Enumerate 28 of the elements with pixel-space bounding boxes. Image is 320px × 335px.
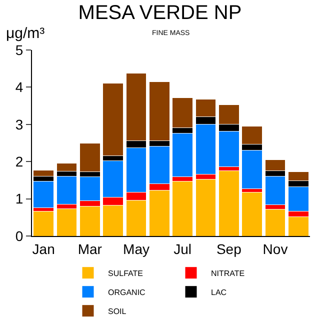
bar <box>195 178 216 236</box>
bar <box>33 211 54 236</box>
bar <box>242 192 263 236</box>
chart-title: MESA VERDE NP <box>78 2 242 24</box>
legend-label: SOIL <box>108 306 127 316</box>
x-tick-label: Mar <box>78 240 102 257</box>
y-tick-label: 2 <box>15 154 24 170</box>
legend-label: NITRATE <box>211 268 245 278</box>
bar <box>218 170 240 236</box>
legend-label: SULFATE <box>108 268 143 278</box>
bar <box>56 208 78 236</box>
x-tick-label: Jul <box>174 240 192 257</box>
y-tick-label: 4 <box>15 79 24 96</box>
x-tick-label: Sep <box>216 240 242 257</box>
y-tick-label: 1 <box>15 190 24 207</box>
y-axis-title: μg/m³ <box>6 25 45 42</box>
x-tick-label: Jan <box>32 240 55 257</box>
x-tick-label: Nov <box>262 240 288 257</box>
legend-label: ORGANIC <box>108 288 146 297</box>
legend-label: LAC <box>211 288 227 297</box>
bar <box>172 181 194 236</box>
bar <box>56 176 78 205</box>
bar <box>33 181 54 208</box>
y-tick-label: 5 <box>15 42 24 58</box>
y-tick-label: 0 <box>15 228 24 244</box>
x-tick-label: May <box>123 240 150 257</box>
y-tick-label: 3 <box>15 116 24 132</box>
bar <box>264 208 286 236</box>
